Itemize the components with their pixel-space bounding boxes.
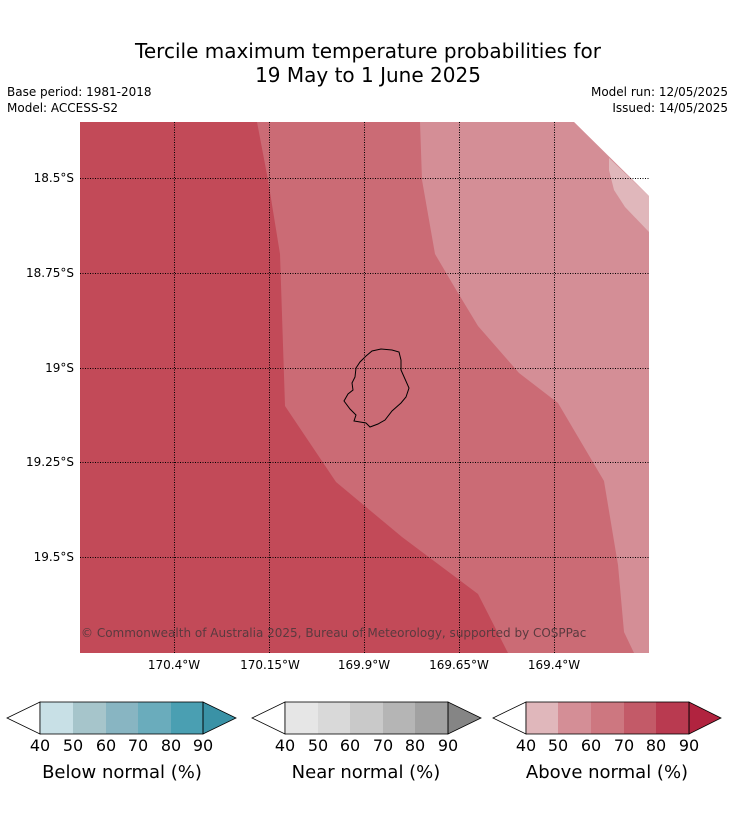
model-name: Model: ACCESS-S2 xyxy=(7,101,119,115)
colorbar-near-frame xyxy=(284,701,449,735)
colorbar-below-frame xyxy=(39,701,204,735)
tick-label: 80 xyxy=(160,736,182,755)
colorbar-above-swatch-40 xyxy=(526,702,558,734)
map-corner-mask xyxy=(574,122,652,199)
tick-label: 40 xyxy=(515,736,537,755)
colorbar-below-swatch-60 xyxy=(106,702,138,734)
tick-label: 90 xyxy=(192,736,214,755)
tick-label: 60 xyxy=(580,736,602,755)
issued-date: Issued: 14/05/2025 xyxy=(612,101,728,115)
colorbar-above-swatch-60 xyxy=(591,702,624,734)
colorbar-below-min-arrow xyxy=(6,701,41,735)
map-region-above-50 xyxy=(609,158,649,232)
tick-label: 40 xyxy=(274,736,296,755)
colorbar-above-max-arrow xyxy=(688,701,722,735)
tick-label: 50 xyxy=(307,736,329,755)
gridlines xyxy=(80,122,649,653)
tick-label: 50 xyxy=(547,736,569,755)
colorbar-below-max-arrow xyxy=(202,701,237,735)
lat-label-19-5: 19.5°S xyxy=(33,550,74,564)
tick-label: 40 xyxy=(29,736,51,755)
colorbar-near-swatch-70 xyxy=(383,702,415,734)
map-title-line-1: Tercile maximum temperature probabilitie… xyxy=(135,39,601,63)
tick-label: 70 xyxy=(372,736,394,755)
copyright-notice: © Commonwealth of Australia 2025, Bureau… xyxy=(81,626,587,640)
lon-label-169-4: 169.4°W xyxy=(527,658,581,672)
lon-label-169-9: 169.9°W xyxy=(337,658,391,672)
colorbar-below-label: Below normal (%) xyxy=(42,762,202,783)
tick-label: 90 xyxy=(678,736,700,755)
colorbar-near-max-arrow xyxy=(447,701,482,735)
colorbar-above-swatch-50 xyxy=(558,702,591,734)
colorbar-below-normal xyxy=(6,701,237,735)
map-region-above-60 xyxy=(420,122,649,653)
lon-label-169-65: 169.65°W xyxy=(429,658,489,672)
tick-label: 90 xyxy=(437,736,459,755)
lat-label-18-75: 18.75°S xyxy=(26,266,74,280)
colorbar-near-min-arrow xyxy=(251,701,286,735)
lon-label-170-15: 170.15°W xyxy=(240,658,300,672)
tick-label: 50 xyxy=(62,736,84,755)
colorbar-near-swatch-50 xyxy=(318,702,350,734)
colorbar-below-swatch-50 xyxy=(73,702,106,734)
model-run: Model run: 12/05/2025 xyxy=(590,85,728,99)
colorbar-above-label: Above normal (%) xyxy=(525,762,689,783)
lat-label-19-25: 19.25°S xyxy=(26,455,74,469)
colorbar-below-swatch-70 xyxy=(138,702,171,734)
lat-label-18-5: 18.5°S xyxy=(33,171,74,185)
colorbar-near-swatch-80 xyxy=(415,702,448,734)
base-period: Base period: 1981-2018 xyxy=(7,85,152,99)
colorbar-below-swatch-40 xyxy=(40,702,73,734)
meta-left: Base period: 1981-2018 Model: ACCESS-S2 xyxy=(7,84,152,116)
lon-label-170-4: 170.4°W xyxy=(147,658,201,672)
colorbar-above-swatch-70 xyxy=(624,702,656,734)
colorbar-below-swatch-80 xyxy=(171,702,203,734)
map-title-line-2: 19 May to 1 June 2025 xyxy=(255,63,481,87)
tick-label: 70 xyxy=(127,736,149,755)
colorbar-above-min-arrow xyxy=(492,701,527,735)
tick-label: 60 xyxy=(339,736,361,755)
colorbar-above-frame xyxy=(525,701,690,735)
meta-right: Model run: 12/05/2025 Issued: 14/05/2025 xyxy=(591,84,728,116)
colorbar-near-swatch-40 xyxy=(285,702,318,734)
colorbar-above-swatch-80 xyxy=(656,702,689,734)
colorbar-near-label: Near normal (%) xyxy=(291,762,441,783)
tick-label: 80 xyxy=(404,736,426,755)
tick-label: 70 xyxy=(613,736,635,755)
colorbar-near-swatch-60 xyxy=(350,702,383,734)
lat-label-19: 19°S xyxy=(45,361,74,375)
tick-label: 60 xyxy=(95,736,117,755)
colorbar-above-normal xyxy=(492,701,722,735)
colorbar-near-normal xyxy=(251,701,482,735)
tick-label: 80 xyxy=(645,736,667,755)
island-coastline xyxy=(343,348,410,428)
